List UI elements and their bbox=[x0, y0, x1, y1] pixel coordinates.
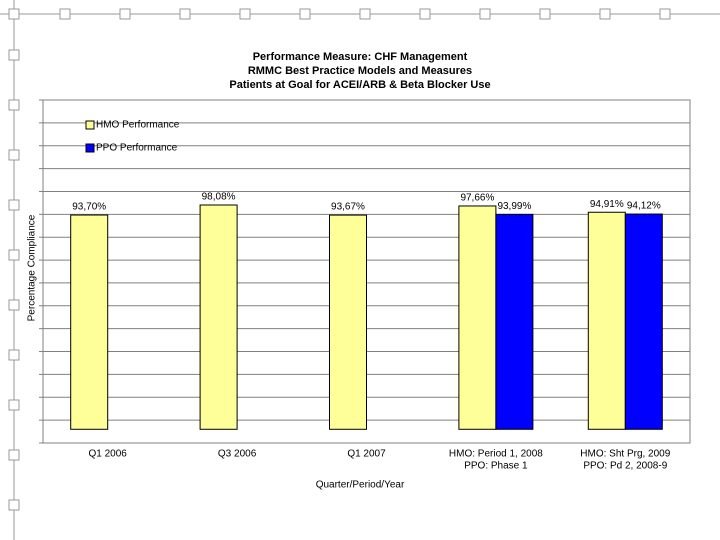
legend-swatch bbox=[85, 120, 95, 130]
legend-label: PPO Performance bbox=[96, 143, 178, 154]
x-tick-label: PPO: Pd 2, 2008-9 bbox=[583, 461, 667, 472]
bar bbox=[587, 211, 626, 430]
legend-swatch bbox=[85, 143, 95, 153]
chart-title: Performance Measure: CHF Management bbox=[253, 51, 468, 63]
value-label: 94,91% bbox=[590, 199, 624, 210]
x-tick-label: HMO: Sht Prg, 2009 bbox=[580, 449, 670, 460]
x-tick-label: Q1 2006 bbox=[89, 449, 128, 460]
bar bbox=[199, 204, 238, 430]
value-label: 93,67% bbox=[331, 202, 365, 213]
chart-title: RMMC Best Practice Models and Measures bbox=[248, 65, 472, 77]
value-label: 93,70% bbox=[72, 202, 106, 213]
value-label: 94,12% bbox=[627, 201, 661, 212]
value-label: 97,66% bbox=[460, 193, 494, 204]
x-tick-label: PPO: Phase 1 bbox=[464, 461, 528, 472]
bar bbox=[329, 214, 367, 430]
bar bbox=[624, 213, 663, 430]
x-tick-label: Q3 2006 bbox=[218, 449, 257, 460]
bar bbox=[495, 213, 534, 430]
value-label: 98,08% bbox=[202, 192, 236, 203]
legend-label: HMO Performance bbox=[96, 120, 180, 131]
x-tick-label: Q1 2007 bbox=[347, 449, 386, 460]
bar bbox=[458, 205, 497, 430]
x-tick-label: HMO: Period 1, 2008 bbox=[449, 449, 543, 460]
x-axis-label: Quarter/Period/Year bbox=[316, 480, 405, 491]
value-label: 93,99% bbox=[497, 201, 531, 212]
chart-title: Patients at Goal for ACEI/ARB & Beta Blo… bbox=[229, 79, 490, 91]
y-axis-label: Percentage Compliance bbox=[27, 214, 38, 321]
bar bbox=[70, 214, 109, 430]
